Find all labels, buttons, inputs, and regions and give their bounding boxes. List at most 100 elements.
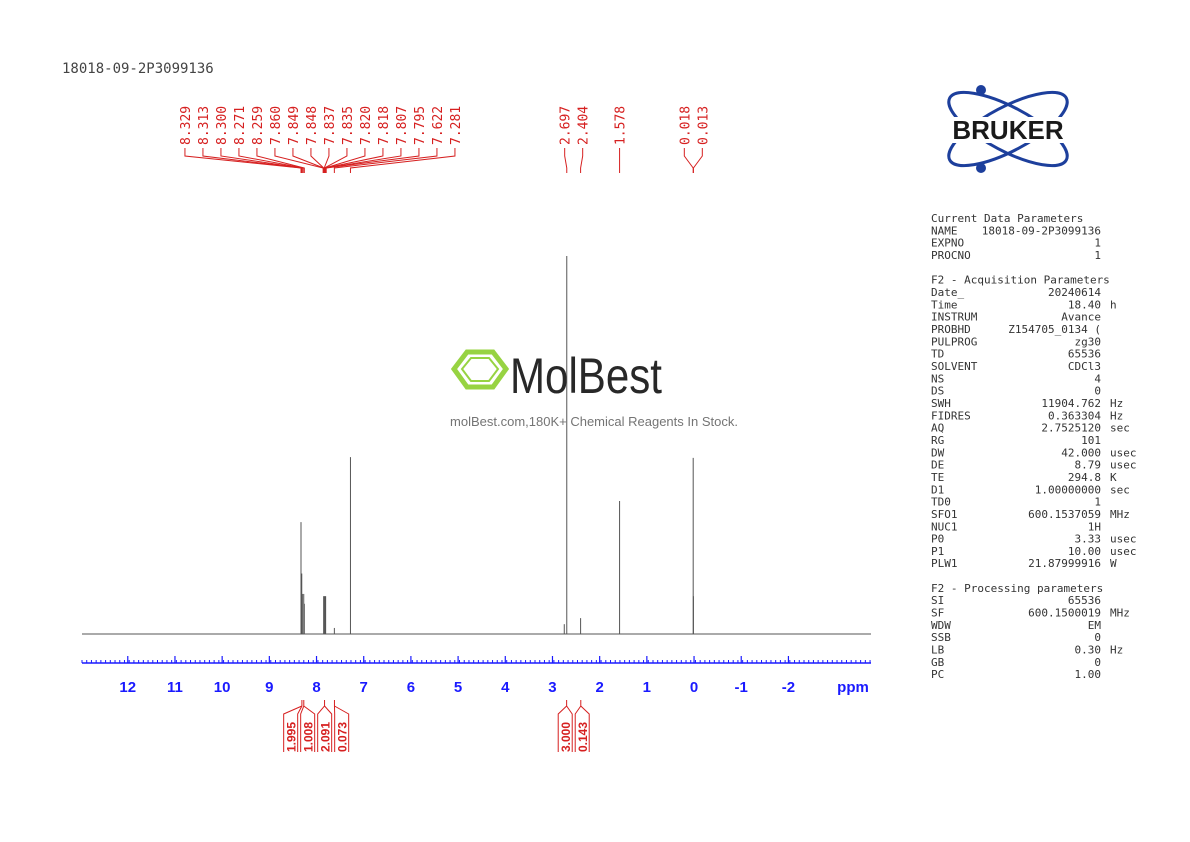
param-unit: Hz	[1110, 409, 1123, 422]
param-name: LB	[931, 644, 945, 657]
logo-orbit	[947, 90, 1069, 168]
watermark: MolBest molBest.com,180K+ Chemical Reage…	[450, 348, 738, 429]
peak-pick-label: 7.820	[359, 106, 374, 145]
param-section-title: Current Data Parameters	[931, 212, 1083, 225]
param-unit: usec	[1110, 545, 1137, 558]
sample-id: 18018-09-2P3099136	[62, 61, 214, 77]
param-value: 1.00	[1075, 668, 1102, 681]
peak-pick-connector	[323, 148, 348, 173]
integral-bracket	[557, 700, 568, 752]
integral-label: 1.995	[285, 722, 299, 752]
param-value: 0.363304	[1048, 409, 1101, 422]
peak-pick-connector	[202, 148, 303, 173]
integral-label: 3.000	[559, 722, 573, 752]
param-name: TD	[931, 348, 944, 361]
param-value: 0	[1094, 631, 1101, 644]
x-tick-label: 0	[690, 679, 698, 696]
param-unit: MHz	[1110, 508, 1130, 521]
x-tick-label: -2	[782, 679, 795, 696]
param-value: 1	[1094, 496, 1101, 509]
peak-pick-label: 7.860	[269, 106, 284, 145]
param-name: PROCNO	[931, 249, 971, 262]
param-value: 8.79	[1075, 459, 1102, 472]
param-unit: Hz	[1110, 397, 1123, 410]
x-tick-label: 2	[595, 679, 603, 696]
param-name: P1	[931, 545, 944, 558]
x-tick-label: 9	[265, 679, 273, 696]
param-value: 1	[1094, 237, 1101, 250]
peak-pick-connector	[274, 148, 324, 173]
param-value: 0	[1094, 385, 1101, 398]
param-value: 1.00000000	[1035, 483, 1101, 496]
param-name: D1	[931, 483, 944, 496]
x-tick-label: 10	[214, 679, 231, 696]
peak-pick-label: 2.697	[559, 106, 574, 145]
param-name: WDW	[931, 619, 951, 632]
integral-label: 1.008	[302, 722, 316, 752]
param-unit: K	[1110, 471, 1117, 484]
x-tick-label: 8	[312, 679, 320, 696]
integral-label: 2.091	[319, 722, 333, 752]
peak-pick-label: 2.404	[577, 106, 592, 145]
peak-pick-connector	[683, 148, 694, 173]
param-unit: MHz	[1110, 607, 1130, 620]
peak-pick-connector	[580, 148, 584, 173]
param-section-title: F2 - Processing parameters	[931, 582, 1103, 595]
peak-pick-label: 8.271	[233, 106, 248, 145]
param-name: PULPROG	[931, 335, 977, 348]
param-value: 18018-09-2P3099136	[982, 224, 1101, 237]
peak-pick-label: 7.848	[305, 106, 320, 145]
param-unit: W	[1110, 557, 1117, 570]
peak-pick-connector	[292, 148, 325, 173]
x-axis-label: ppm	[837, 679, 869, 696]
peak-pick-connector	[333, 148, 438, 173]
peak-pick-connector	[220, 148, 303, 173]
integral-bracket	[334, 705, 350, 752]
integral-label: 0.073	[336, 722, 350, 752]
watermark-brand: MolBest	[510, 348, 662, 404]
peak-pick-label: 7.849	[287, 106, 302, 145]
peak-pick-connector	[238, 148, 305, 173]
param-value: 0	[1094, 656, 1101, 669]
peak-pick-label: 7.807	[395, 106, 410, 145]
param-name: SSB	[931, 631, 951, 644]
param-value: 10.00	[1068, 545, 1101, 558]
peak-pick-label: 7.622	[431, 106, 446, 145]
logo-band	[924, 117, 1092, 143]
param-value: 65536	[1068, 348, 1101, 361]
param-name: NUC1	[931, 520, 958, 533]
x-tick-label: 1	[643, 679, 651, 696]
param-value: EM	[1088, 619, 1102, 632]
integral-bracket	[566, 705, 573, 752]
param-name: GB	[931, 656, 945, 669]
param-name: EXPNO	[931, 237, 964, 250]
peak-pick-label: 0.018	[678, 106, 693, 145]
param-value: 600.1537059	[1028, 508, 1101, 521]
param-value: 11904.762	[1041, 397, 1101, 410]
param-value: 1	[1094, 249, 1101, 262]
param-section-title: F2 - Acquisition Parameters	[931, 274, 1110, 287]
param-name: RG	[931, 434, 944, 447]
param-value: 3.33	[1075, 533, 1102, 546]
param-value: 20240614	[1048, 286, 1101, 299]
param-name: AQ	[931, 422, 944, 435]
param-value: 42.000	[1061, 446, 1101, 459]
param-name: SI	[931, 594, 944, 607]
param-name: DE	[931, 459, 944, 472]
peak-pick-connector	[564, 148, 568, 173]
peak-pick-label: 7.835	[341, 106, 356, 145]
param-name: SFO1	[931, 508, 958, 521]
peak-pick-connector	[692, 148, 703, 173]
param-unit: h	[1110, 298, 1117, 311]
param-name: TE	[931, 471, 944, 484]
param-value: CDCl3	[1068, 360, 1101, 373]
param-name: Date_	[931, 286, 964, 299]
watermark-tagline: molBest.com,180K+ Chemical Reagents In S…	[450, 414, 738, 429]
param-name: SWH	[931, 397, 951, 410]
x-tick-label: 11	[167, 679, 183, 696]
param-name: FIDRES	[931, 409, 971, 422]
logo-orbit	[947, 90, 1069, 168]
param-value: 294.8	[1068, 471, 1101, 484]
peak-pick-label: 1.578	[614, 106, 629, 145]
